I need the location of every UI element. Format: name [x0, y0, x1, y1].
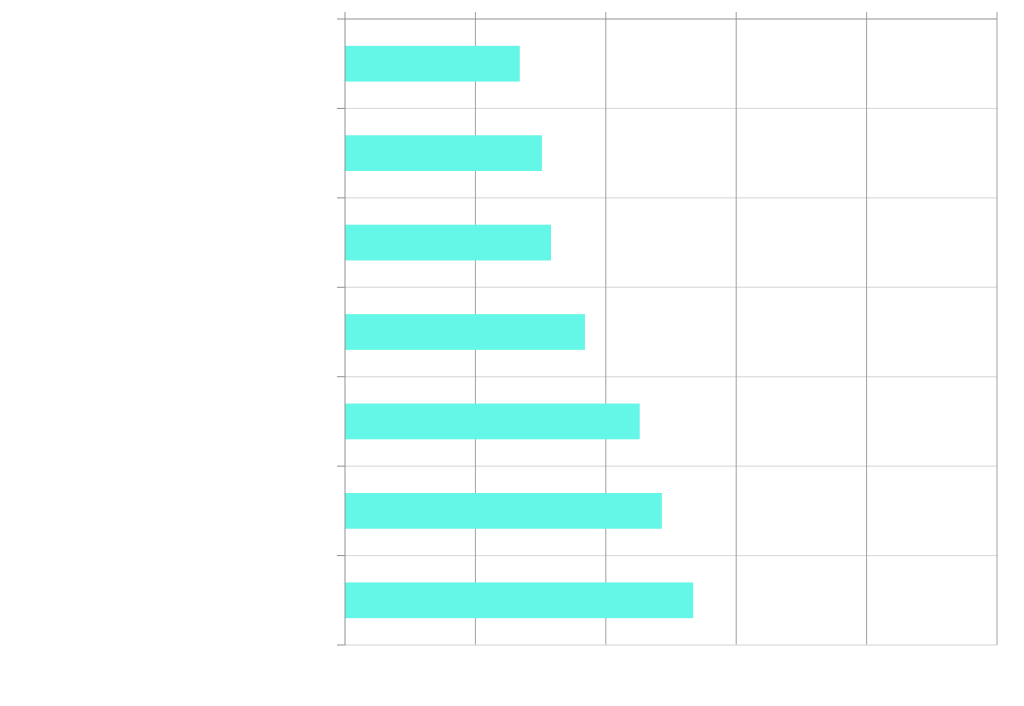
bar: [345, 582, 694, 619]
bar: [345, 135, 542, 172]
bar: [345, 45, 520, 82]
bar: [345, 314, 585, 350]
bar: [345, 224, 552, 261]
bar: [345, 492, 662, 529]
bar: [345, 403, 640, 440]
